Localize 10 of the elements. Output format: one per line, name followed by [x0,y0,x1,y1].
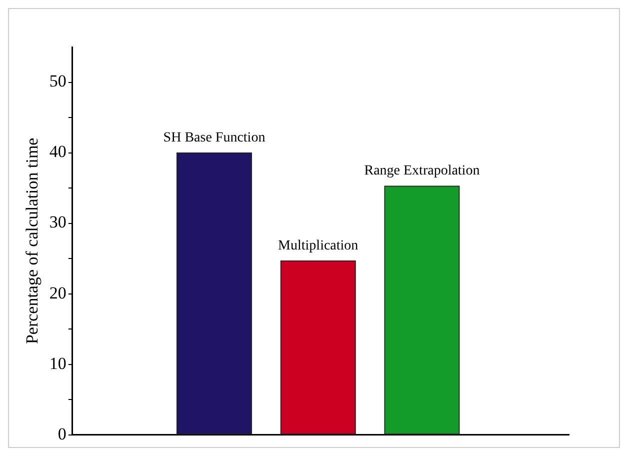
y-tick-label: 40 [49,142,66,162]
x-tick-label: SH Base Function [163,130,266,146]
y-tick-label: 50 [49,72,66,91]
y-tick-label: 30 [49,212,66,232]
y-tick-label: 20 [49,283,66,302]
x-tick-label: Multiplication [278,238,358,254]
y-axis-title: Percentage of calculation time [22,138,42,344]
x-tick-label: Range Extrapolation [364,164,480,179]
y-tick-label: 0 [58,424,66,444]
y-tick-label: 10 [49,354,66,373]
